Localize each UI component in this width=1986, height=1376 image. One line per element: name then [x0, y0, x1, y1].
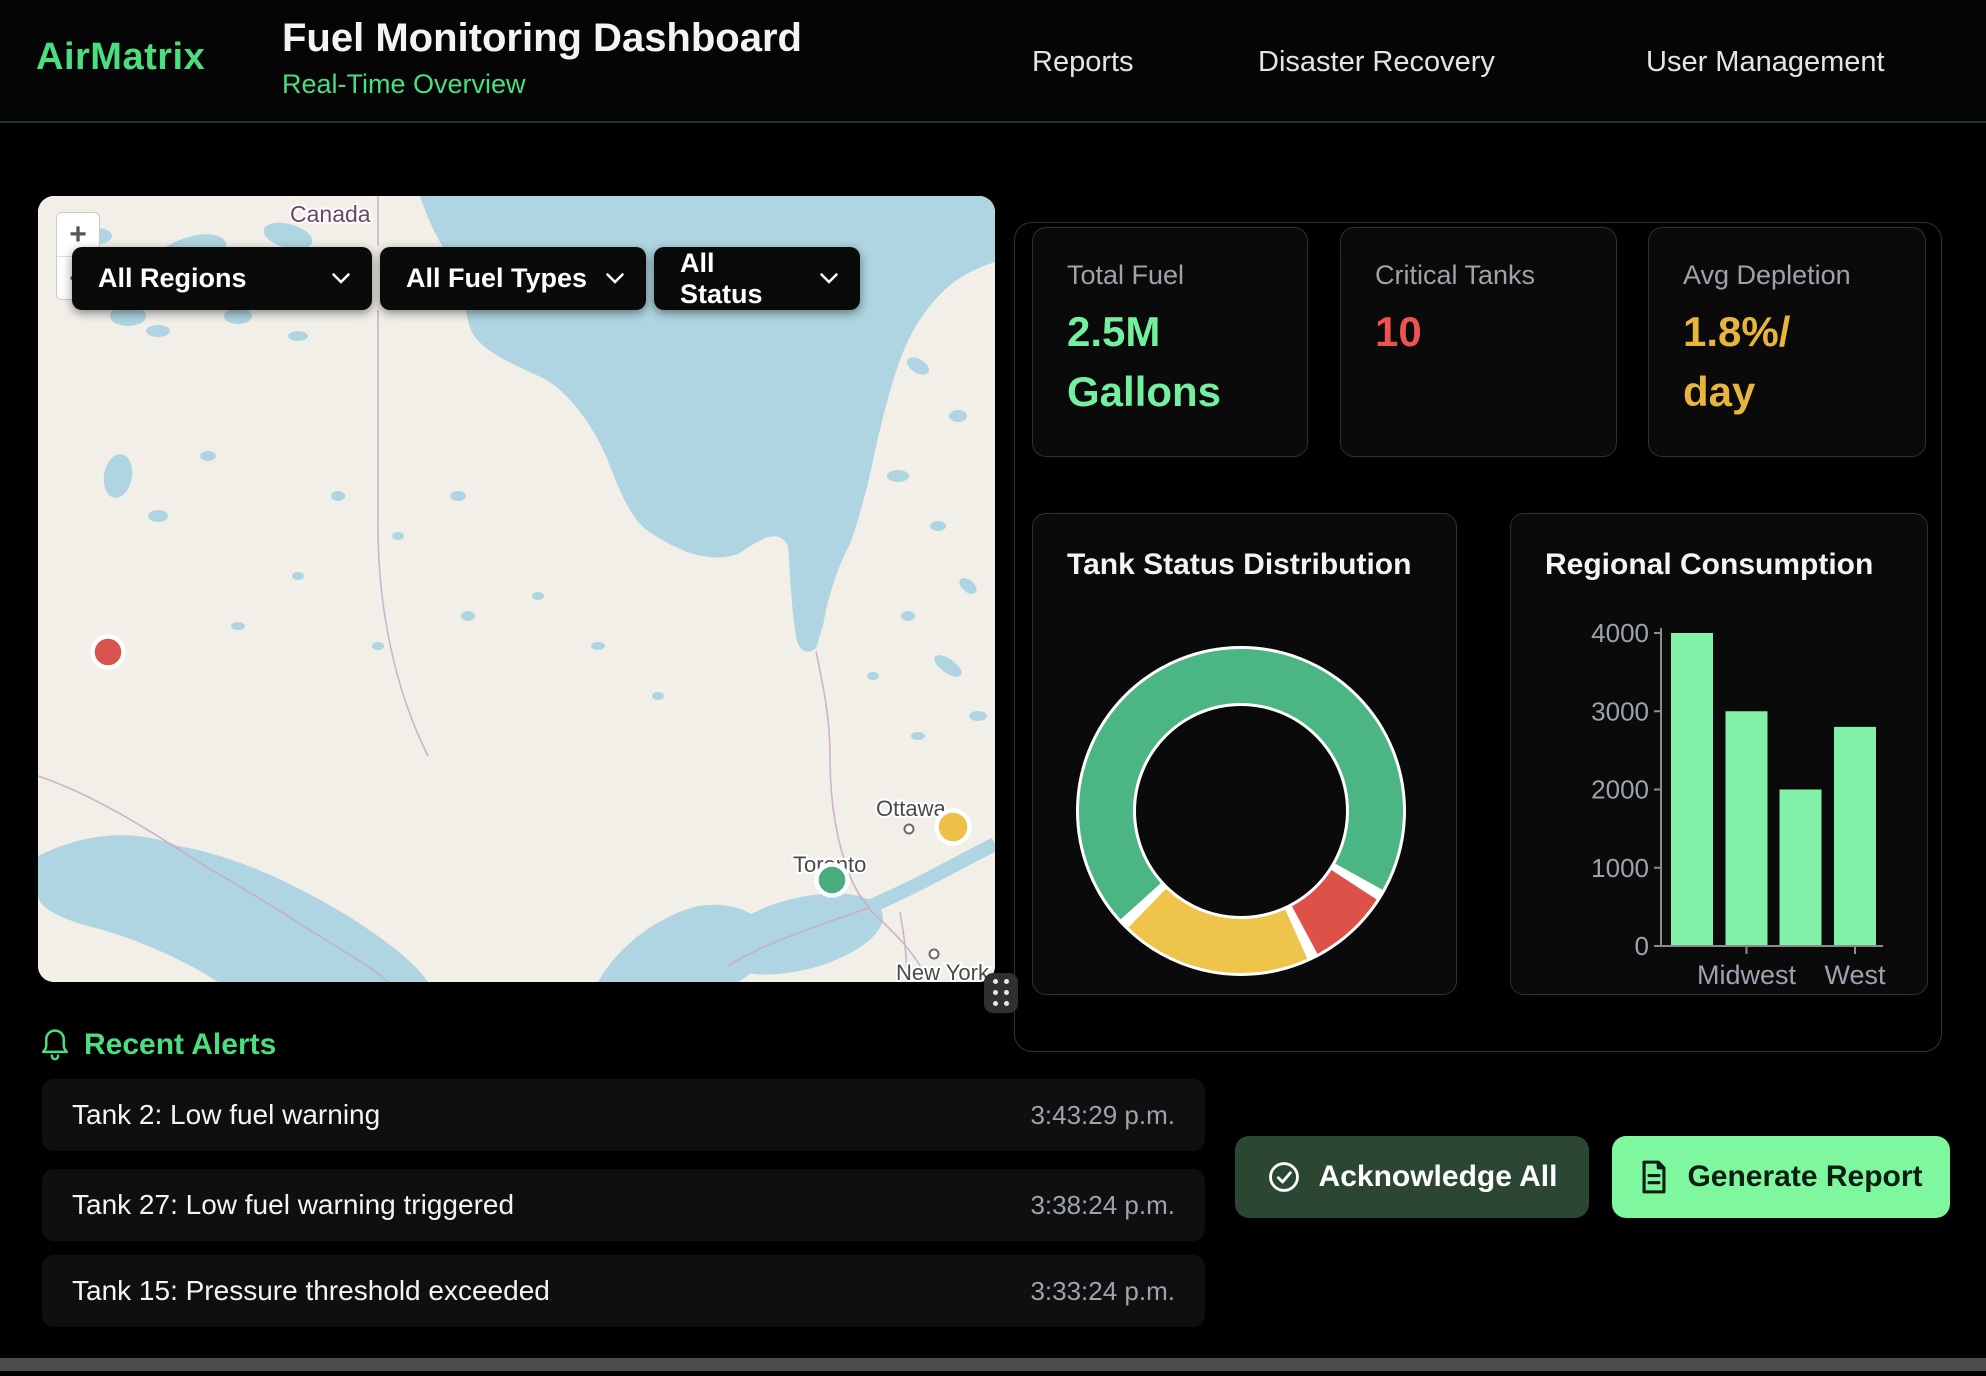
map-panel[interactable]: Canada Ottawa Toronto New York + − All R… — [38, 196, 995, 982]
alert-message: Tank 2: Low fuel warning — [72, 1099, 380, 1131]
stat-label: Total Fuel — [1067, 260, 1184, 291]
check-circle-icon — [1267, 1160, 1301, 1194]
acknowledge-all-button[interactable]: Acknowledge All — [1235, 1136, 1589, 1218]
fuel-types-filter-dropdown[interactable]: All Fuel Types — [380, 247, 646, 310]
y-tick-label: 2000 — [1591, 775, 1649, 805]
bar-0 — [1671, 633, 1713, 946]
fuel-types-filter-label: All Fuel Types — [406, 263, 587, 294]
alert-message: Tank 27: Low fuel warning triggered — [72, 1189, 514, 1221]
nav-item-disaster-recovery[interactable]: Disaster Recovery — [1258, 46, 1495, 79]
map-canvas: Canada Ottawa Toronto New York — [38, 196, 995, 982]
tank-status-donut-chart — [1071, 641, 1411, 981]
alert-list-item[interactable]: Tank 27: Low fuel warning triggered 3:38… — [42, 1169, 1205, 1241]
chevron-down-icon — [606, 273, 624, 284]
alert-timestamp: 3:43:29 p.m. — [1030, 1100, 1175, 1131]
stat-value: 10 — [1375, 302, 1422, 362]
status-filter-label: All Status — [680, 248, 802, 310]
header: AirMatrix Fuel Monitoring Dashboard Real… — [0, 0, 1986, 123]
bell-icon — [40, 1028, 70, 1062]
regional-consumption-card: Regional Consumption 01000200030004000Mi… — [1510, 513, 1928, 995]
recent-alerts-title: Recent Alerts — [84, 1028, 276, 1062]
footer-bar — [0, 1358, 1986, 1371]
stat-label: Avg Depletion — [1683, 260, 1851, 291]
new-york-town-dot — [930, 950, 939, 959]
bar-3 — [1834, 727, 1876, 946]
map-label-ottawa: Ottawa — [876, 796, 946, 821]
generate-report-label: Generate Report — [1687, 1160, 1922, 1194]
alert-message: Tank 15: Pressure threshold exceeded — [72, 1275, 550, 1307]
bar-2 — [1780, 790, 1822, 947]
acknowledge-all-label: Acknowledge All — [1319, 1160, 1558, 1194]
map-label-canada: Canada — [290, 201, 371, 227]
nav-item-reports[interactable]: Reports — [1032, 46, 1134, 79]
regions-filter-dropdown[interactable]: All Regions — [72, 247, 372, 310]
y-tick-label: 4000 — [1591, 618, 1649, 648]
tank-status-distribution-card: Tank Status Distribution — [1032, 513, 1457, 995]
stat-value: 1.8%/ day — [1683, 302, 1790, 421]
document-icon — [1639, 1160, 1669, 1194]
stat-card-critical-tanks: Critical Tanks 10 — [1340, 227, 1617, 457]
ottawa-town-dot — [905, 825, 914, 834]
chevron-down-icon — [820, 273, 838, 284]
recent-alerts-header: Recent Alerts — [40, 1028, 276, 1062]
y-tick-label: 0 — [1635, 931, 1649, 961]
page-subtitle: Real-Time Overview — [282, 69, 802, 100]
regional-consumption-bar-chart: 0 1000 2000 3000 4000 Midwest West — [1511, 514, 1929, 996]
stat-card-avg-depletion: Avg Depletion 1.8%/ day — [1648, 227, 1926, 457]
app-logo: AirMatrix — [36, 36, 205, 79]
regions-filter-label: All Regions — [98, 263, 247, 294]
bar-1 — [1726, 711, 1768, 946]
generate-report-button[interactable]: Generate Report — [1612, 1136, 1950, 1218]
alert-timestamp: 3:38:24 p.m. — [1030, 1190, 1175, 1221]
chart-title: Tank Status Distribution — [1067, 548, 1411, 582]
map-label-new-york: New York — [896, 960, 990, 982]
alert-timestamp: 3:33:24 p.m. — [1030, 1276, 1175, 1307]
status-filter-dropdown[interactable]: All Status — [654, 247, 860, 310]
alert-list-item[interactable]: Tank 2: Low fuel warning 3:43:29 p.m. — [42, 1079, 1205, 1151]
tank-marker-warning[interactable] — [937, 811, 970, 844]
nav-item-user-management[interactable]: User Management — [1646, 46, 1885, 79]
y-tick-label: 1000 — [1591, 853, 1649, 883]
stat-label: Critical Tanks — [1375, 260, 1535, 291]
page-title: Fuel Monitoring Dashboard — [282, 16, 802, 61]
title-block: Fuel Monitoring Dashboard Real-Time Over… — [282, 16, 802, 100]
tank-marker-critical[interactable] — [93, 637, 124, 668]
drag-handle[interactable] — [984, 973, 1018, 1013]
alert-list-item[interactable]: Tank 15: Pressure threshold exceeded 3:3… — [42, 1255, 1205, 1327]
stat-value: 2.5M Gallons — [1067, 302, 1221, 421]
chevron-down-icon — [332, 273, 350, 284]
stat-card-total-fuel: Total Fuel 2.5M Gallons — [1032, 227, 1308, 457]
x-tick-label: West — [1824, 960, 1886, 990]
x-tick-label: Midwest — [1697, 960, 1797, 990]
tank-marker-normal[interactable] — [817, 865, 848, 896]
y-tick-label: 3000 — [1591, 696, 1649, 726]
